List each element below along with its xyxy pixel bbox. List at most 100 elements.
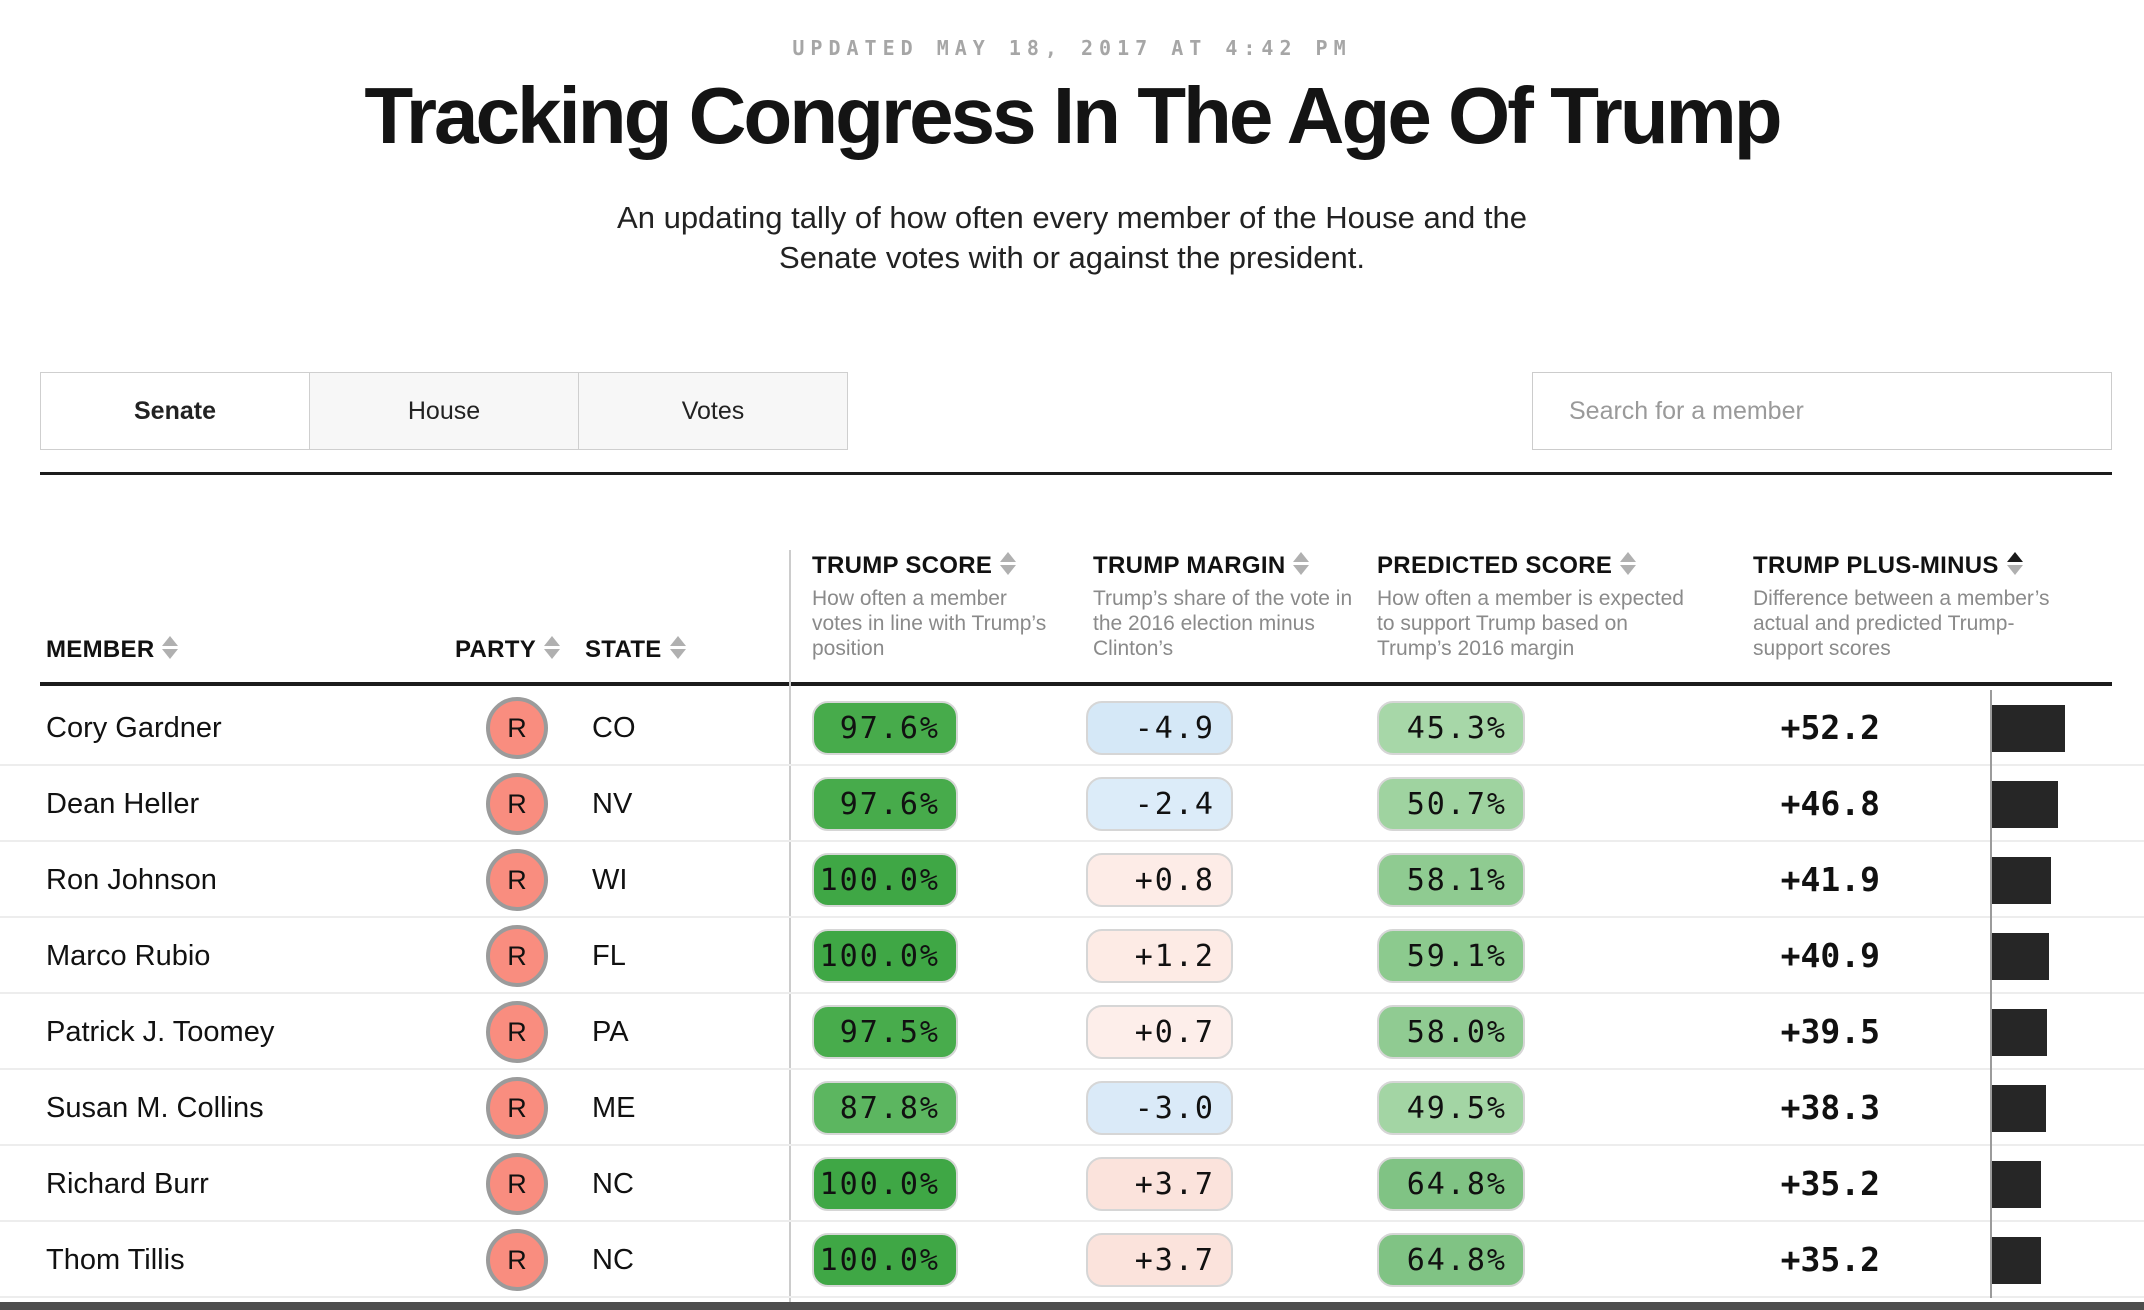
member-name: Ron Johnson	[46, 864, 217, 896]
sort-arrows-icon	[1620, 552, 1637, 575]
bar-axis-line	[1990, 842, 1992, 918]
trump-score-pill: 100.0%	[812, 853, 958, 907]
trump-score-pill: 97.5%	[812, 1005, 958, 1059]
plus-minus-bar	[1992, 1161, 2042, 1208]
member-name: Thom Tillis	[46, 1244, 185, 1276]
member-name: Cory Gardner	[46, 712, 222, 744]
bar-axis-line	[1990, 1070, 1992, 1146]
table-row[interactable]: Patrick J. Toomey R PA 97.5% +0.7 58.0% …	[0, 994, 2144, 1070]
column-header-predicted-score[interactable]: PREDICTED SCORE How often a member is ex…	[1377, 552, 1707, 661]
trump-margin-column-label: TRUMP MARGIN	[1093, 552, 1286, 579]
page-subtitle: An updating tally of how often every mem…	[0, 198, 2144, 278]
table-body: Cory Gardner R CO 97.6% -4.9 45.3% +52.2…	[0, 690, 2144, 1298]
table-row[interactable]: Cory Gardner R CO 97.6% -4.9 45.3% +52.2	[0, 690, 2144, 766]
predicted-score-pill: 64.8%	[1377, 1157, 1525, 1211]
predicted-score-column-description: How often a member is expected to suppor…	[1377, 587, 1684, 660]
page-title: Tracking Congress In The Age Of Trump	[364, 71, 1782, 160]
view-tabs: Senate House Votes	[40, 372, 848, 450]
member-name: Patrick J. Toomey	[46, 1016, 275, 1048]
party-badge: R	[486, 773, 548, 835]
trump-score-pill: 97.6%	[812, 701, 958, 755]
member-name: Dean Heller	[46, 788, 200, 820]
trump-score-pill: 97.6%	[812, 777, 958, 831]
tab-house[interactable]: House	[309, 372, 579, 450]
plus-minus-bar	[1992, 1009, 2048, 1056]
table-row[interactable]: Susan M. Collins R ME 87.8% -3.0 49.5% +…	[0, 1070, 2144, 1146]
tab-senate[interactable]: Senate	[40, 372, 310, 450]
bar-axis-line	[1990, 690, 1992, 766]
search-input[interactable]	[1532, 372, 2112, 450]
plus-minus-bar	[1992, 857, 2051, 904]
trump-score-pill: 100.0%	[812, 1233, 958, 1287]
member-name: Susan M. Collins	[46, 1092, 264, 1124]
predicted-score-pill: 49.5%	[1377, 1081, 1525, 1135]
bar-axis-line	[1990, 994, 1992, 1070]
plus-minus-bar	[1992, 781, 2058, 828]
section-divider	[40, 472, 2112, 475]
table-row[interactable]: Marco Rubio R FL 100.0% +1.2 59.1% +40.9	[0, 918, 2144, 994]
trump-margin-pill: +0.7	[1086, 1005, 1233, 1059]
member-name: Marco Rubio	[46, 940, 211, 972]
sort-arrows-icon-active	[2006, 552, 2023, 575]
predicted-score-pill: 64.8%	[1377, 1233, 1525, 1287]
member-column-label: MEMBER	[46, 636, 155, 663]
table-row[interactable]: Ron Johnson R WI 100.0% +0.8 58.1% +41.9	[0, 842, 2144, 918]
state-abbreviation: PA	[592, 1016, 629, 1048]
party-badge: R	[486, 1001, 548, 1063]
column-header-party[interactable]: PARTY	[455, 636, 561, 664]
column-header-state[interactable]: STATE	[585, 636, 686, 664]
tab-house-label: House	[407, 396, 481, 425]
plus-minus-column-description: Difference between a member’s actual and…	[1753, 587, 2050, 660]
table-row[interactable]: Dean Heller R NV 97.6% -2.4 50.7% +46.8	[0, 766, 2144, 842]
trump-score-pill: 100.0%	[812, 929, 958, 983]
bottom-edge-strip	[0, 1302, 2144, 1310]
plus-minus-value: +35.2	[1780, 1164, 1880, 1203]
bar-axis-line	[1990, 918, 1992, 994]
state-abbreviation: NC	[592, 1168, 634, 1200]
column-header-member[interactable]: MEMBER	[46, 636, 179, 664]
plus-minus-value: +52.2	[1780, 708, 1880, 747]
plus-minus-value: +39.5	[1780, 1012, 1880, 1051]
column-header-plus-minus[interactable]: TRUMP PLUS-MINUS Difference between a me…	[1753, 552, 2083, 661]
table-row[interactable]: Richard Burr R NC 100.0% +3.7 64.8% +35.…	[0, 1146, 2144, 1222]
tab-senate-label: Senate	[134, 396, 216, 425]
sort-arrows-icon	[1000, 552, 1017, 575]
predicted-score-pill: 58.0%	[1377, 1005, 1525, 1059]
bar-axis-line	[1990, 766, 1992, 842]
subtitle-line-2: Senate votes with or against the preside…	[779, 240, 1365, 275]
sort-arrows-icon	[669, 636, 686, 659]
subtitle-line-1: An updating tally of how often every mem…	[617, 200, 1527, 235]
trump-margin-pill: +3.7	[1086, 1233, 1233, 1287]
column-header-trump-margin[interactable]: TRUMP MARGIN Trump’s share of the vote i…	[1093, 552, 1359, 661]
bar-axis-line	[1990, 1222, 1992, 1298]
trump-margin-pill: -2.4	[1086, 777, 1233, 831]
plus-minus-bar	[1992, 705, 2066, 752]
trump-margin-pill: +1.2	[1086, 929, 1233, 983]
party-badge: R	[486, 925, 548, 987]
state-abbreviation: WI	[592, 864, 628, 896]
trump-score-pill: 100.0%	[812, 1157, 958, 1211]
bar-axis-line	[1990, 1146, 1992, 1222]
sort-arrows-icon	[1293, 552, 1310, 575]
party-column-label: PARTY	[455, 636, 537, 663]
state-abbreviation: FL	[592, 940, 626, 972]
tab-votes[interactable]: Votes	[578, 372, 848, 450]
tab-votes-label: Votes	[681, 396, 745, 425]
party-badge: R	[486, 1229, 548, 1291]
party-badge: R	[486, 849, 548, 911]
trump-margin-pill: -4.9	[1086, 701, 1233, 755]
trump-score-pill: 87.8%	[812, 1081, 958, 1135]
member-name: Richard Burr	[46, 1168, 209, 1200]
plus-minus-bar	[1992, 1237, 2042, 1284]
table-header-border	[40, 682, 2112, 686]
party-badge: R	[486, 1153, 548, 1215]
state-abbreviation: CO	[592, 712, 636, 744]
trump-margin-pill: +3.7	[1086, 1157, 1233, 1211]
sort-arrows-icon	[544, 636, 561, 659]
table-row[interactable]: Thom Tillis R NC 100.0% +3.7 64.8% +35.2	[0, 1222, 2144, 1298]
predicted-score-pill: 45.3%	[1377, 701, 1525, 755]
column-header-trump-score[interactable]: TRUMP SCORE How often a member votes in …	[812, 552, 1052, 661]
plus-minus-value: +41.9	[1780, 860, 1880, 899]
plus-minus-value: +46.8	[1780, 784, 1880, 823]
